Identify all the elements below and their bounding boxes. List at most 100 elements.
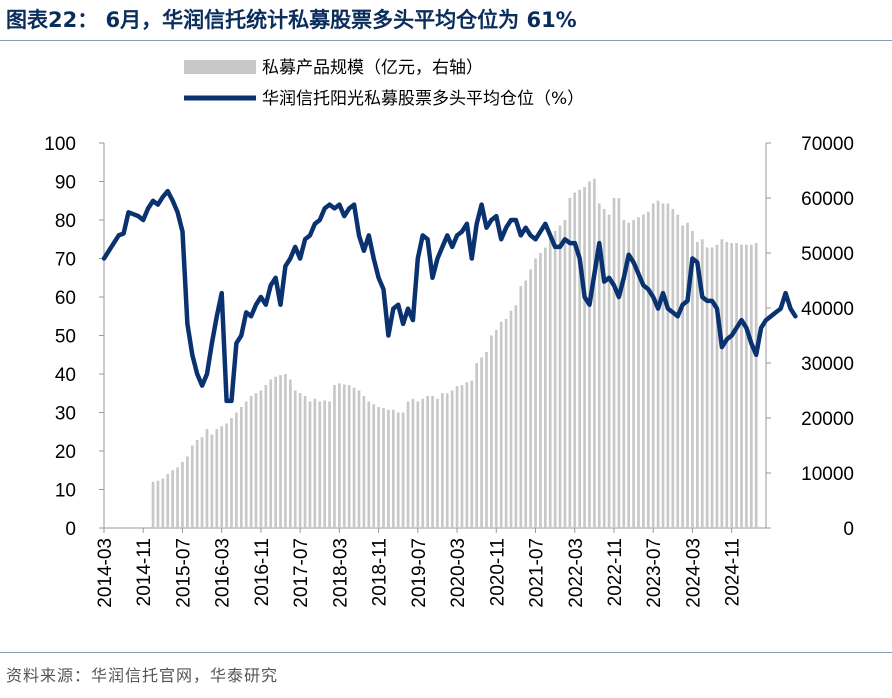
bar (372, 404, 376, 528)
bar (514, 305, 518, 528)
bar (588, 181, 591, 528)
bar (431, 396, 434, 528)
bar (421, 398, 425, 528)
bar (700, 239, 704, 528)
bar (627, 222, 631, 528)
bar (396, 412, 400, 528)
legend-line-label: 华润信托阳光私募股票多头平均仓位（%） (262, 89, 584, 109)
bar (377, 407, 380, 528)
bar (651, 203, 655, 528)
bar (445, 393, 449, 528)
bar (293, 390, 297, 528)
bar (720, 239, 724, 528)
bar (249, 396, 253, 528)
bar-series (151, 178, 758, 528)
right-tick-label: 30000 (801, 354, 854, 375)
bar (563, 220, 567, 528)
bar (607, 214, 611, 528)
bar (166, 474, 170, 528)
bar (156, 480, 160, 528)
bar (656, 200, 660, 528)
x-tick-label: 2024-11 (723, 538, 744, 606)
bar (318, 401, 322, 528)
bar (210, 434, 214, 528)
bar (705, 247, 709, 528)
bar (710, 247, 714, 528)
bar (597, 203, 601, 528)
bar (583, 187, 586, 528)
bar (568, 198, 572, 528)
x-tick-label: 2014-03 (95, 538, 116, 608)
x-tick-label: 2018-03 (330, 538, 351, 608)
left-tick-label: 20 (55, 442, 76, 463)
bar (671, 209, 675, 528)
x-tick-label: 2022-03 (566, 538, 587, 608)
bar (470, 380, 474, 528)
bar (391, 409, 395, 528)
bar (534, 258, 537, 528)
bar (646, 211, 650, 528)
bar (637, 217, 640, 528)
bar (632, 220, 635, 528)
x-tick-label: 2014-11 (134, 538, 155, 606)
bar (323, 400, 327, 528)
bar (715, 244, 719, 528)
bar (740, 244, 743, 528)
bar (338, 383, 341, 528)
x-tick-label: 2020-11 (487, 538, 508, 606)
left-tick-label: 80 (55, 211, 76, 232)
bar (455, 386, 459, 528)
legend: 私募产品规模（亿元，右轴） 华润信托阳光私募股票多头平均仓位（%） (184, 58, 584, 109)
bar (436, 398, 439, 528)
bar (151, 481, 155, 528)
position-line (101, 188, 798, 404)
left-tick-label: 50 (55, 327, 76, 348)
source-note: 资料来源：华润信托官网，华泰研究 (6, 666, 279, 685)
right-tick-label: 50000 (801, 244, 854, 265)
right-tick-label: 40000 (801, 299, 854, 320)
bar (754, 243, 758, 528)
bar (441, 393, 444, 528)
x-tick-label: 2021-07 (527, 538, 548, 608)
bar (284, 374, 287, 528)
bar (593, 178, 596, 528)
bar (509, 310, 513, 528)
right-tick-label: 0 (843, 519, 854, 540)
left-tick-label: 70 (55, 250, 76, 271)
x-tick-label: 2022-11 (605, 538, 626, 606)
bar (411, 398, 415, 528)
left-tick-label: 60 (55, 288, 76, 309)
footer-divider (0, 652, 892, 653)
left-tick-label: 40 (55, 365, 76, 386)
x-tick-label: 2016-03 (213, 538, 234, 608)
x-tick-label: 2019-07 (409, 538, 430, 608)
bar (686, 222, 689, 528)
bar (264, 385, 268, 528)
bar (161, 478, 165, 528)
bar (259, 390, 263, 528)
bar (749, 244, 753, 528)
bar (602, 209, 606, 528)
bar (745, 244, 748, 528)
bar (499, 321, 503, 528)
bar (362, 396, 366, 528)
left-tick-label: 0 (65, 519, 76, 540)
left-tick-label: 90 (55, 173, 76, 194)
bar (387, 409, 390, 528)
bar (553, 231, 557, 528)
bar (465, 382, 469, 528)
bar (298, 393, 302, 528)
bar (308, 401, 312, 528)
bar (735, 243, 738, 528)
bar (725, 242, 729, 528)
bar (539, 253, 542, 528)
right-tick-label: 60000 (801, 189, 854, 210)
bar (328, 401, 331, 528)
x-tick-label: 2018-11 (370, 538, 391, 606)
bar (313, 398, 317, 528)
line-series (101, 188, 798, 404)
bar (524, 280, 528, 528)
right-tick-label: 20000 (801, 409, 854, 430)
bar (195, 440, 199, 528)
